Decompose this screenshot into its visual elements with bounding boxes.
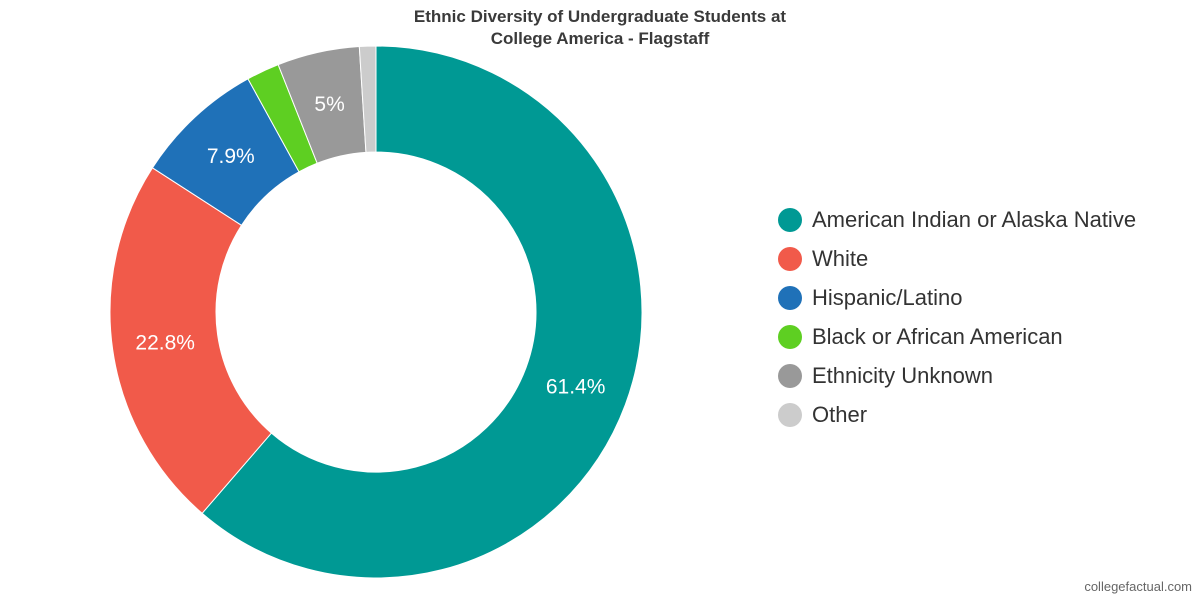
legend-marker-icon — [778, 285, 802, 310]
legend-item[interactable]: Other — [778, 395, 1136, 434]
slice-american-indian-or-alaska-native[interactable] — [201, 45, 643, 579]
credit-watermark: collegefactual.com — [1084, 579, 1192, 594]
data-label: 22.8% — [135, 331, 195, 354]
chart-title-line-1: Ethnic Diversity of Undergraduate Studen… — [413, 7, 787, 26]
legend: American Indian or Alaska Native White His… — [778, 200, 1136, 434]
legend-item[interactable]: American Indian or Alaska Native — [778, 200, 1136, 239]
chart-title-line-2: College America - Flagstaff — [490, 29, 710, 48]
legend-label: American Indian or Alaska Native — [812, 206, 1137, 232]
legend-marker-icon — [778, 324, 802, 349]
legend-item[interactable]: Black or African American — [778, 317, 1136, 356]
legend-label: Hispanic/Latino — [812, 284, 963, 310]
legend-item[interactable]: White — [778, 239, 1136, 278]
legend-label: Ethnicity Unknown — [812, 362, 993, 388]
data-label: 61.4% — [546, 375, 606, 398]
legend-item[interactable]: Ethnicity Unknown — [778, 356, 1136, 395]
slice-white[interactable] — [109, 167, 273, 515]
legend-marker-icon — [778, 402, 802, 427]
legend-marker-icon — [778, 363, 802, 388]
data-label: 5% — [314, 93, 344, 116]
legend-label: White — [812, 245, 869, 271]
legend-label: Black or African American — [812, 323, 1063, 349]
data-label: 7.9% — [207, 145, 255, 168]
legend-marker-icon — [778, 207, 802, 232]
chart-title: Ethnic Diversity of Undergraduate Studen… — [0, 6, 1200, 50]
slice-other[interactable] — [358, 45, 377, 153]
legend-marker-icon — [778, 246, 802, 271]
legend-label: Other — [812, 401, 868, 427]
legend-item[interactable]: Hispanic/Latino — [778, 278, 1136, 317]
